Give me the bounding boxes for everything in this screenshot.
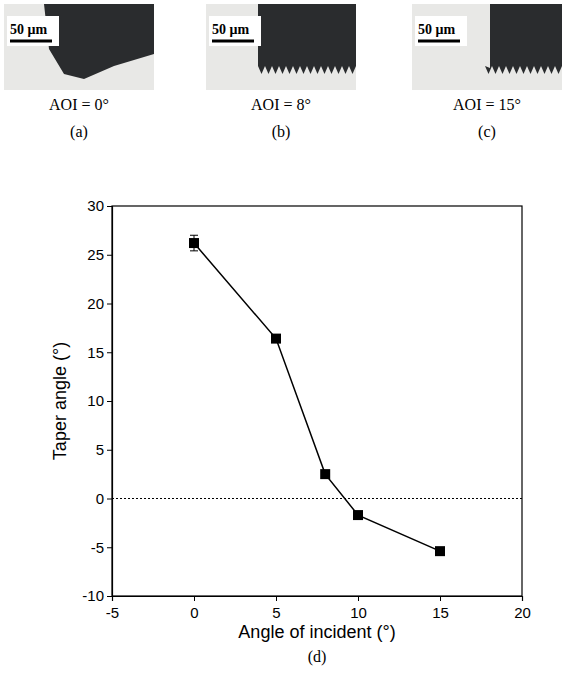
x-tick: 20 [514,596,531,621]
error-bar-cap [190,250,198,251]
photo-background [4,4,154,90]
y-tick-mark [107,499,112,500]
plot-frame [112,206,522,596]
photo-dark-region [258,4,356,74]
photo-dark-region [44,4,154,79]
y-axis-line [107,207,113,597]
photo-caption: AOI = 8° [251,96,311,113]
x-tick: 5 [272,596,280,621]
x-axis-line [113,597,523,602]
photo-panel: 50 μm [412,4,562,90]
data-marker [271,334,281,344]
y-tick-label: 15 [87,344,104,361]
x-tick-label: 15 [432,604,449,621]
photo-caption: AOI = 0° [49,96,109,113]
y-tick-mark [107,401,112,402]
y-tick-label: -5 [91,539,104,556]
y-tick: -5 [91,539,112,556]
y-tick-mark [107,352,112,353]
scale-bar-patch [209,16,261,46]
photo-caption: AOI = 15° [453,96,521,113]
x-tick-mark [276,596,277,601]
plot-area [112,235,522,556]
error-bar [190,235,198,251]
y-tick: 20 [87,295,112,312]
data-line [194,243,440,551]
x-tick-label: 0 [190,604,198,621]
y-tick: 10 [87,392,112,409]
panel-label: (b) [272,123,291,141]
y-tick-mark [107,596,112,597]
y-tick-label: -10 [82,587,104,604]
y-tick: 5 [96,441,112,458]
scale-bar-patch [415,16,467,46]
y-tick: -10 [82,587,112,604]
photo-background [412,4,562,90]
y-tick-label: 5 [96,441,104,458]
photo-panel: 50 μm [4,4,154,90]
scale-bar-label: 50 μm [418,22,455,37]
panel-label: (c) [478,123,496,141]
x-tick-label: 20 [514,604,531,621]
x-tick-mark [194,596,195,601]
y-tick-label: 25 [87,246,104,263]
x-tick-label: 5 [272,604,280,621]
y-tick-mark [107,255,112,256]
x-tick-label: 10 [350,604,367,621]
x-tick-mark [358,596,359,601]
x-tick-label: -5 [106,604,119,621]
x-tick-mark [440,596,441,601]
y-tick: 0 [96,490,112,507]
y-tick: 25 [87,246,112,263]
y-tick-mark [107,304,112,305]
x-axis: -5 0 5 10 15 20 [106,596,531,621]
scale-bar-label: 50 μm [10,22,47,37]
x-tick-mark [522,596,523,601]
data-marker [435,546,445,556]
panel-label: (d) [308,648,327,666]
error-bar-cap [190,235,198,236]
x-tick: -5 [106,596,119,621]
x-tick: 10 [350,596,367,621]
y-tick-label: 20 [87,295,104,312]
x-axis-title: Angle of incident (°) [238,622,395,642]
y-tick-mark [107,450,112,451]
photo-background [206,4,356,90]
x-tick: 15 [432,596,449,621]
reference-line [112,498,522,499]
scale-bar-label: 50 μm [212,22,249,37]
photo-panel: 50 μm [206,4,356,90]
y-tick-mark [107,547,112,548]
photo-dark-region [485,4,562,74]
scale-bar [212,40,254,43]
x-tick: 0 [190,596,198,621]
y-tick-mark [107,206,112,207]
panel-label: (a) [70,123,88,141]
scale-bar-patch [7,16,59,46]
data-marker [320,469,330,479]
scale-bar [418,40,460,43]
y-axis-title: Taper angle (°) [50,342,70,460]
y-tick: 30 [87,197,112,214]
y-axis: -10 -5 0 5 10 15 20 25 30 [82,197,112,604]
y-tick-label: 30 [87,197,104,214]
figure: 50 μm AOI = 0° (a) 50 μm AOI = 8° (b) 50 μm AOI… [0,0,566,675]
y-tick-label: 0 [96,490,104,507]
y-tick-label: 10 [87,392,104,409]
data-marker [353,510,363,520]
scale-bar [10,40,52,43]
y-tick: 15 [87,344,112,361]
data-marker [189,238,199,248]
